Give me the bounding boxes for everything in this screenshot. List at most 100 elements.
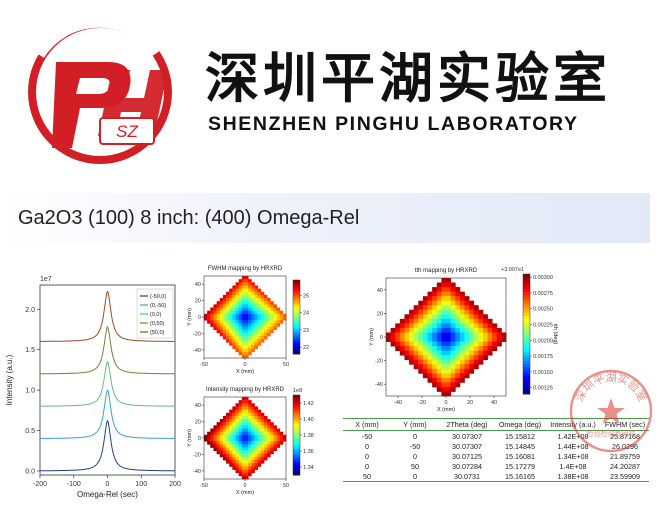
map-cell — [219, 301, 224, 305]
map-cell — [248, 345, 252, 349]
map-cell — [257, 431, 262, 436]
map-cell — [422, 337, 428, 342]
map-cell — [441, 291, 447, 297]
map-cell — [219, 419, 224, 423]
map-cell — [450, 327, 456, 333]
map-cell — [257, 425, 262, 429]
map-cell — [492, 332, 498, 338]
map-cell — [473, 314, 479, 320]
colorbar-segment — [293, 328, 300, 331]
map-cell — [238, 329, 243, 334]
map-cell — [436, 355, 442, 361]
colorbar-segment — [293, 467, 300, 470]
map-cell — [254, 288, 259, 293]
map-cell — [241, 463, 246, 467]
map-cell — [263, 428, 268, 433]
map-cell — [404, 314, 410, 320]
map-cell — [432, 305, 438, 311]
colorbar-segment — [293, 473, 300, 476]
map-cell — [257, 415, 262, 420]
map-cell — [446, 382, 452, 388]
map-cell — [232, 320, 236, 324]
map-cell — [267, 320, 271, 324]
map-cell — [399, 332, 405, 338]
map-cell — [446, 337, 452, 342]
map-cell — [245, 419, 249, 423]
map-cell — [270, 438, 274, 442]
rocking-curve-chart: 1e7 -200 -100 0 100 200 0.0 0.5 1.0 1.5 2.0 Omega-R… — [5, 276, 181, 499]
y-tick-label: 0 — [380, 335, 383, 341]
map-cell — [226, 441, 230, 445]
map-cell — [436, 337, 442, 342]
map-cell — [260, 415, 265, 420]
y-tick-label: 40 — [377, 288, 383, 294]
map-cell — [436, 296, 442, 302]
colorbar-segment — [523, 313, 530, 317]
map-cell — [270, 317, 274, 321]
x-tick-label: 0 — [243, 483, 246, 489]
colorbar-segment — [523, 301, 530, 305]
map-cell — [427, 323, 433, 329]
map-cell — [260, 460, 265, 464]
map-cell — [409, 355, 415, 361]
map-cell — [254, 422, 259, 426]
map-cell — [229, 450, 233, 455]
map-cell — [232, 415, 236, 420]
map-cell — [251, 313, 255, 318]
map-cell — [464, 350, 470, 356]
table-cell: 15.16081 — [505, 451, 535, 461]
colorbar-segment — [293, 427, 300, 430]
colorbar-segment — [293, 447, 300, 450]
map-cell — [263, 329, 268, 334]
map-cell — [238, 285, 243, 290]
map-cell — [441, 364, 447, 370]
map-cell — [248, 326, 252, 331]
map-cell — [254, 301, 259, 305]
table-cell: 23.59909 — [601, 471, 649, 482]
colorbar-segment — [293, 322, 300, 325]
map-cell — [469, 314, 475, 320]
map-cell — [222, 444, 227, 448]
map-cell — [487, 350, 493, 356]
map-cell — [219, 332, 224, 337]
map-cell — [276, 438, 281, 442]
map-cell — [238, 304, 243, 308]
x-tick-label: -20 — [418, 400, 426, 406]
map-cell — [436, 323, 442, 329]
map-cell — [427, 364, 433, 370]
map-cell — [427, 355, 433, 361]
map-cell — [386, 332, 392, 338]
map-cell — [248, 415, 252, 420]
map-cell — [487, 327, 493, 333]
map-cell — [248, 422, 252, 426]
map-cell — [418, 318, 424, 324]
map-cell — [254, 307, 259, 312]
map-cell — [263, 317, 268, 321]
map-cell — [418, 332, 424, 338]
map-cell — [229, 438, 233, 442]
map-cell — [232, 441, 236, 445]
map-cell — [251, 403, 255, 407]
map-cell — [501, 337, 507, 342]
map-cell — [238, 351, 243, 356]
map-cell — [219, 441, 224, 445]
map-cell — [441, 359, 447, 365]
map-cell — [260, 412, 265, 417]
map-cell — [238, 279, 243, 283]
map-cell — [459, 359, 465, 365]
map-cell — [219, 450, 224, 455]
map-cell — [248, 323, 252, 327]
map-cell — [263, 425, 268, 429]
map-cell — [263, 434, 268, 439]
colorbar-segment — [293, 324, 300, 327]
map-cell — [216, 428, 221, 433]
map-cell — [459, 327, 465, 333]
map-cell — [263, 444, 268, 448]
map-cell — [210, 438, 214, 442]
map-cell — [229, 419, 233, 423]
map-cell — [248, 438, 252, 442]
map-cell — [455, 350, 461, 356]
map-cell — [232, 294, 236, 299]
map-cell — [204, 434, 208, 439]
map-cell — [276, 310, 281, 315]
